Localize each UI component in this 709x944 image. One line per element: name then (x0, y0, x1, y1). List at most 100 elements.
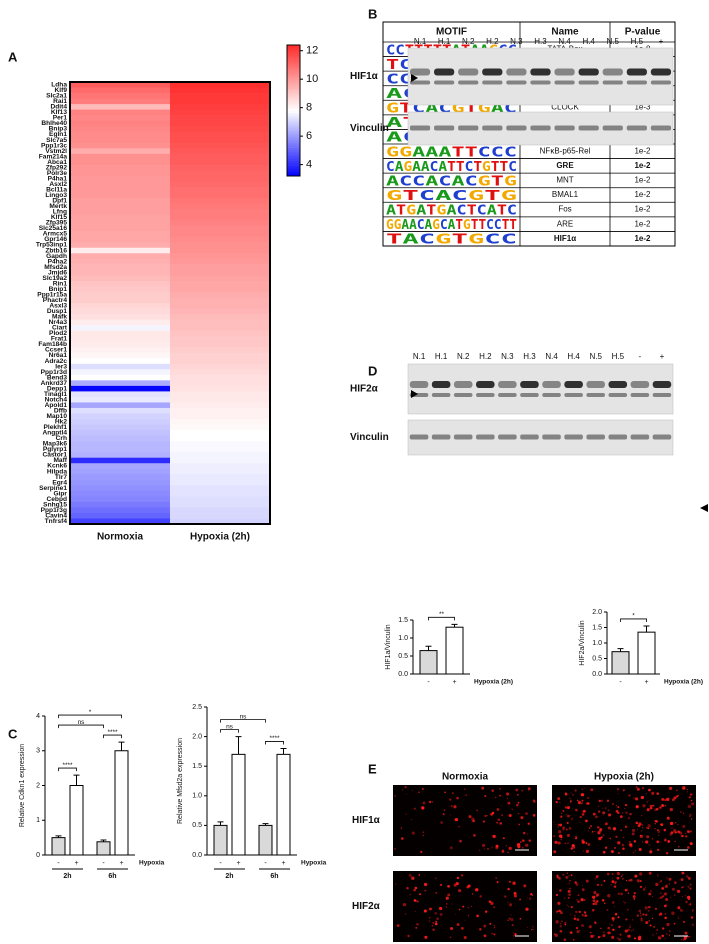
signal-dot (617, 892, 621, 895)
heatmap-cell (70, 209, 170, 215)
heatmap-cell (170, 131, 270, 138)
signal-dot (581, 888, 585, 892)
y-tick-label: 2 (36, 782, 40, 789)
heatmap-cell (70, 314, 170, 320)
signal-dot (645, 913, 648, 917)
signal-dot (571, 917, 573, 919)
signal-dot (508, 802, 511, 805)
heatmap-cell (70, 419, 170, 425)
colorbar-slice (287, 119, 300, 122)
signal-dot (412, 790, 413, 791)
heatmap-cell (70, 98, 170, 105)
blot-band (431, 434, 451, 440)
signal-dot (621, 874, 624, 876)
signal-dot (633, 797, 635, 799)
motif-p-value: 1e-2 (634, 219, 651, 228)
motif-logo: CAGAACATTCTGTTC (386, 159, 517, 174)
heatmap-cell (170, 485, 270, 492)
signal-dot (569, 879, 571, 882)
blot-band (409, 381, 429, 388)
blot-band (650, 68, 672, 76)
signal-dot (674, 821, 677, 824)
motif-name: NFκB-p65-Rel (540, 146, 591, 155)
heatmap-cell (170, 142, 270, 149)
heatmap-cell (70, 93, 170, 99)
gene-label: P4ha2 (48, 258, 68, 265)
blot-band (626, 125, 647, 131)
signal-dot (570, 818, 574, 821)
signal-dot (590, 825, 593, 827)
gene-label: Ciart (52, 325, 68, 332)
blot-target-label: Vinculin (350, 123, 389, 134)
signal-dot (563, 938, 567, 941)
heatmap-cell (170, 159, 270, 166)
signal-dot (583, 914, 587, 917)
gene-label: Ppp1r15a (37, 291, 67, 298)
signal-dot (632, 929, 635, 931)
y-tick-label: 0.5 (592, 655, 602, 662)
signal-dot (597, 831, 601, 835)
signal-dot (640, 830, 642, 832)
blot-band (586, 381, 605, 388)
gene-label: Snhg15 (43, 501, 67, 508)
signal-dot (598, 810, 601, 813)
signal-dot (666, 816, 670, 820)
heatmap-cell (70, 236, 170, 243)
significance-bracket (220, 719, 266, 723)
signal-dot (674, 894, 676, 896)
signal-dot (573, 846, 576, 849)
heatmap-cell (170, 435, 270, 442)
heatmap-cell (170, 164, 270, 171)
heatmap-cell (170, 198, 270, 204)
signal-dot (475, 888, 479, 892)
signal-dot (559, 823, 563, 827)
signal-dot (440, 821, 443, 824)
heatmap-cell (170, 137, 270, 144)
y-axis-label: HIF1a/Vinculin (385, 624, 392, 670)
signal-dot (572, 808, 574, 810)
signal-dot (628, 794, 631, 797)
error-bar (73, 774, 80, 786)
signal-dot (686, 791, 689, 793)
signal-dot (414, 886, 418, 890)
blot-band (431, 381, 451, 388)
signal-dot (691, 909, 694, 912)
signal-dot (686, 846, 690, 849)
lane-label: H.5 (631, 37, 644, 46)
gene-label: Bnip1 (49, 286, 68, 293)
signal-dot (650, 890, 652, 892)
bar (637, 631, 656, 675)
signal-dot (622, 812, 624, 814)
signal-dot (497, 818, 501, 822)
signal-dot (571, 844, 575, 848)
column-label: Hypoxia (2h) (190, 532, 250, 543)
significance-bracket (58, 714, 122, 719)
error-bar (280, 747, 287, 755)
signal-dot (579, 815, 582, 819)
condition-label: - (427, 679, 430, 686)
colorbar-slice (287, 112, 300, 116)
gene-label: Cebpd (46, 496, 67, 503)
blot-band (409, 125, 431, 131)
heatmap-cell (170, 385, 270, 392)
signal-dot (684, 931, 688, 935)
heatmap-cell (70, 468, 170, 475)
gene-label: Castor1 (42, 452, 67, 459)
signal-dot (642, 888, 646, 891)
signal-dot (615, 835, 618, 839)
signal-dot (617, 806, 620, 809)
signal-dot (507, 901, 509, 903)
blot-target-label: Vinculin (350, 432, 389, 443)
significance-label: ns (240, 713, 248, 720)
signal-dot (525, 843, 529, 847)
signal-dot (652, 934, 654, 936)
blot-band (498, 393, 517, 397)
signal-dot (493, 924, 495, 926)
signal-dot (521, 846, 524, 849)
y-tick-label: 1.0 (192, 793, 202, 800)
signal-dot (612, 827, 617, 831)
signal-dot (509, 889, 511, 891)
heatmap-cell (170, 225, 270, 232)
blot-band (630, 393, 650, 397)
colorbar-tick-label: 6 (306, 130, 312, 142)
